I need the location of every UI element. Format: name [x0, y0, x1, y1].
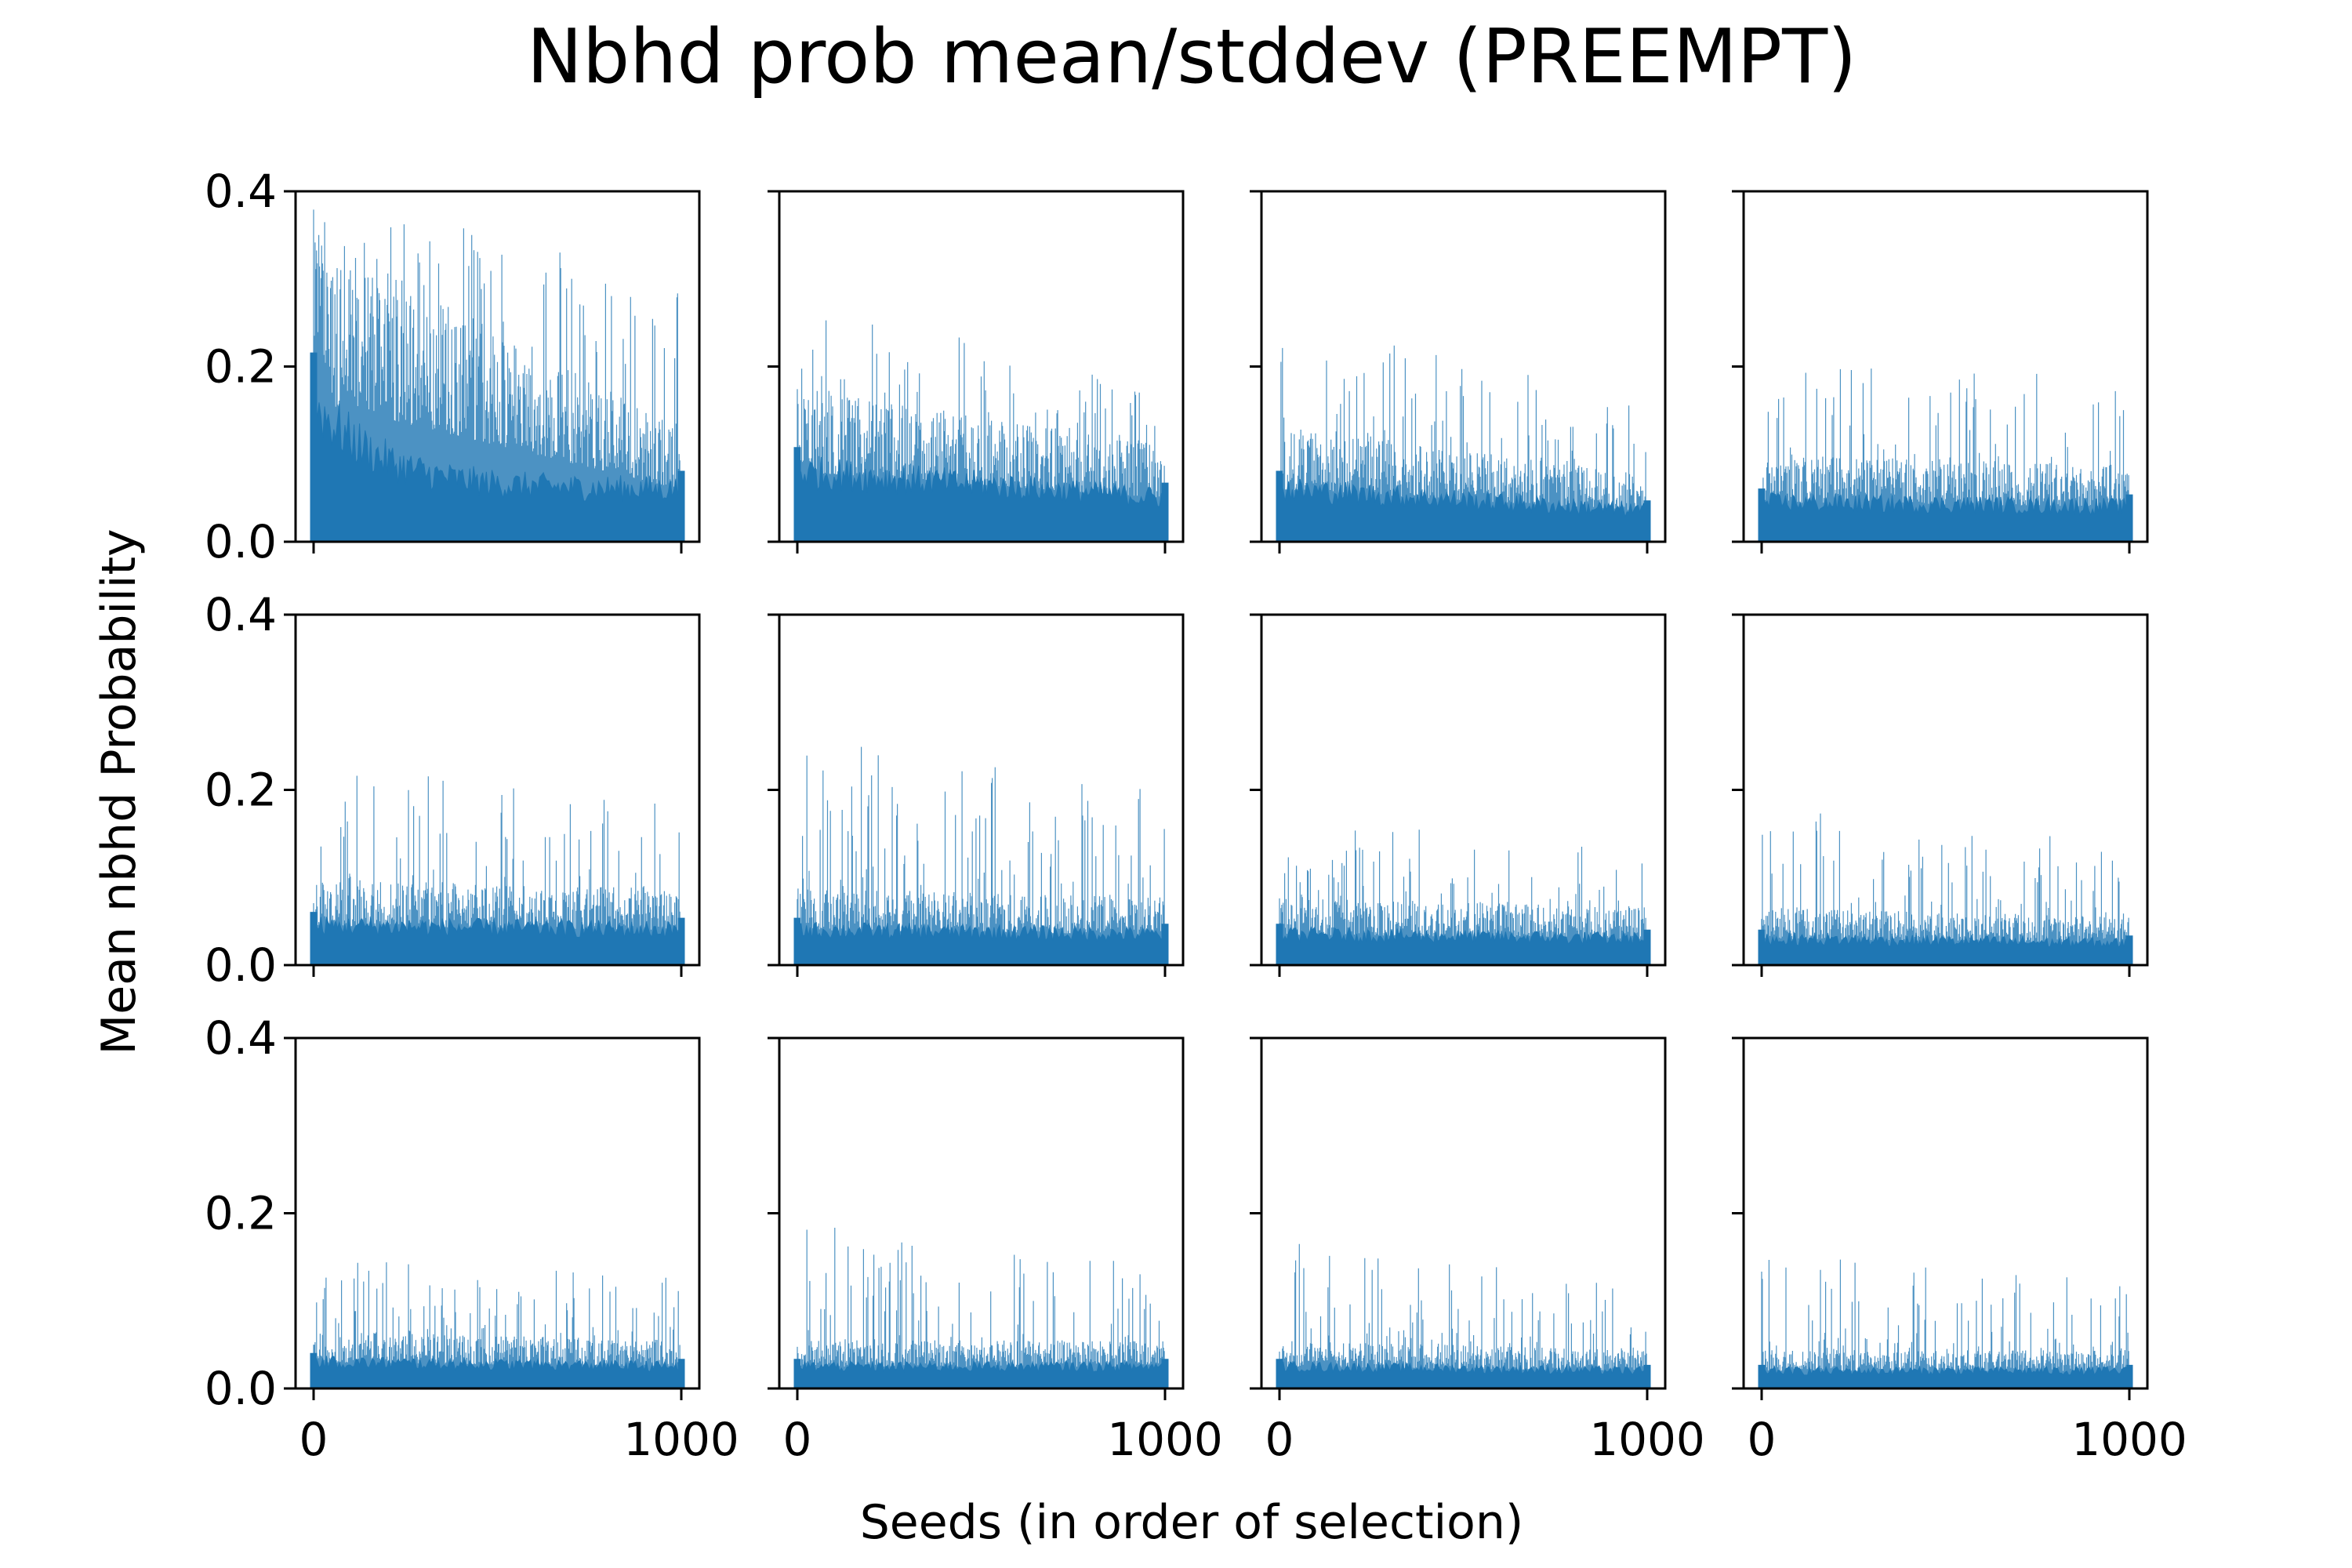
subplot-r1-c1: 0.0 0.2 0.4 [205, 165, 701, 568]
bar-series [310, 209, 685, 542]
subplot-r3-c1: 0.0 0.2 0.4 0 1000 [205, 1011, 739, 1466]
mean-bars [1761, 492, 2130, 542]
y-tick-label: 0.4 [205, 165, 277, 218]
mean-bars [313, 1356, 682, 1388]
subplot-r1-c4 [1732, 190, 2149, 554]
y-tick-label: 0.2 [205, 1187, 277, 1240]
bar-series [310, 775, 685, 965]
x-tick-label: 0 [1748, 1413, 1777, 1466]
x-tick-label: 0 [1265, 1413, 1294, 1466]
bar-series [1758, 368, 2133, 542]
mean-bars [1279, 1360, 1648, 1388]
mean-bars [797, 921, 1166, 965]
mean-bars [1761, 932, 2130, 965]
mean-bars [797, 1359, 1166, 1388]
bar-series [793, 320, 1169, 542]
subplot-r3-c3: 0 1000 [1250, 1036, 1705, 1466]
subplot-r3-c4: 0 1000 [1732, 1036, 2187, 1466]
subplot-r3-c2: 0 1000 [768, 1036, 1223, 1466]
bar-series [1758, 813, 2133, 965]
subplot-r1-c2 [768, 190, 1185, 554]
subplot-r2-c2 [768, 613, 1185, 977]
mean-bars [313, 390, 682, 542]
mean-bars [1279, 478, 1648, 542]
x-tick-label: 0 [299, 1413, 328, 1466]
chart-title: Nbhd prob mean/stddev (PREEMPT) [527, 14, 1857, 100]
y-tick-label: 0.0 [205, 938, 277, 992]
subplot-r1-c3 [1250, 190, 1667, 554]
y-tick-label: 0.0 [205, 1362, 277, 1415]
bar-series [1758, 1259, 2133, 1388]
mean-bars [1279, 926, 1648, 965]
bar-series [793, 746, 1169, 965]
y-tick-label: 0.0 [205, 515, 277, 568]
y-tick-label: 0.2 [205, 764, 277, 817]
x-axis-label: Seeds (in order of selection) [860, 1495, 1524, 1550]
x-tick-label: 1000 [1107, 1413, 1223, 1466]
x-tick-label: 0 [783, 1413, 812, 1466]
x-tick-label: 1000 [2071, 1413, 2187, 1466]
bar-series [1276, 1243, 1651, 1388]
bar-series [1276, 345, 1651, 542]
y-tick-label: 0.4 [205, 588, 277, 641]
y-axis-label: Mean nbhd Probability [92, 528, 147, 1054]
y-tick-label: 0.2 [205, 340, 277, 394]
subplot-r2-c1: 0.0 0.2 0.4 [205, 588, 701, 992]
bar-series [1276, 829, 1651, 965]
mean-bars [313, 916, 682, 965]
subplot-grid: 0.0 0.2 0.4 0.0 0.2 0.4 0.0 0.2 0.4 0 1000 0 1000 0 10… [205, 165, 2187, 1466]
bar-series [310, 1262, 685, 1388]
subplot-r2-c3 [1250, 613, 1667, 977]
mean-bars [1761, 1365, 2130, 1388]
x-tick-label: 1000 [623, 1413, 739, 1466]
y-tick-label: 0.4 [205, 1011, 277, 1065]
bar-series [793, 1228, 1169, 1388]
mean-bars [797, 456, 1166, 542]
subplot-r2-c4 [1732, 613, 2149, 977]
x-tick-label: 1000 [1589, 1413, 1705, 1466]
